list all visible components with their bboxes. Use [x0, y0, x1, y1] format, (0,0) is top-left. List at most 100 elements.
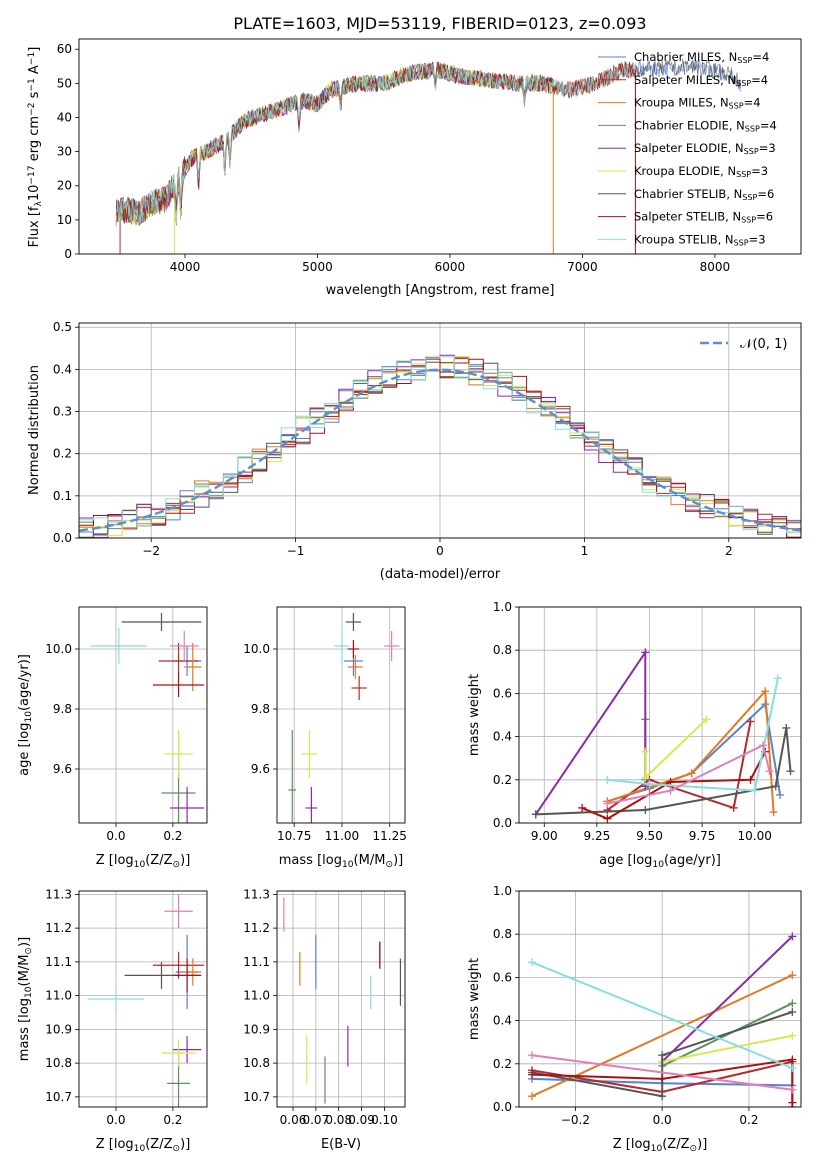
plot-area — [79, 354, 801, 538]
gaussian-curve — [79, 368, 801, 532]
weight-marker — [729, 803, 738, 812]
plot-area — [90, 613, 205, 823]
y-tick-label: 11.1 — [243, 955, 270, 969]
x-tick-label: 9.50 — [636, 829, 663, 843]
weight-marker — [641, 648, 650, 657]
weight-marker — [578, 803, 587, 812]
legend-label: Chabrier STELIB, NSSP=6 — [634, 187, 774, 202]
x-axis-label: Z [log10(Z/Z⊙)] — [613, 1137, 708, 1154]
x-axis-label: E(B-V) — [321, 1137, 361, 1152]
y-tick-label: 10.7 — [243, 1090, 270, 1104]
y-tick-label: 1.0 — [493, 884, 512, 898]
weight-marker — [771, 782, 780, 791]
weight-marker — [687, 769, 696, 778]
y-tick-label: 0.3 — [53, 405, 72, 419]
x-tick-label: 0.0 — [653, 1113, 672, 1127]
axes-age_vs_mass: 10.75 11.00 11.25 9.6 9.8 10.0 mass [log10(M/M… — [243, 606, 407, 870]
weight-series-line — [607, 743, 771, 805]
x-tick-label: 0.10 — [371, 1113, 398, 1127]
x-axis-label: age [log10(age/yr)] — [599, 853, 721, 870]
y-tick-label: 10 — [57, 213, 72, 227]
weight-marker — [786, 767, 795, 776]
legend-label: Kroupa MILES, NSSP=4 — [634, 96, 761, 111]
weight-marker — [788, 971, 797, 980]
legend-label: Kroupa STELIB, NSSP=3 — [634, 232, 766, 247]
legend-label: Chabrier MILES, NSSP=4 — [634, 50, 769, 65]
axes-frame — [78, 606, 208, 824]
x-tick-label: −0.2 — [561, 1113, 590, 1127]
x-tick-label: 9.75 — [689, 829, 716, 843]
y-tick-label: 11.3 — [45, 887, 72, 901]
axes-mass_vs_EBV: 0.060.070.080.090.10 10.7 10.8 10.9 11.0 11.1… — [243, 887, 406, 1152]
x-tick-label: 0.0 — [106, 829, 125, 843]
x-tick-label: 11.25 — [373, 829, 407, 843]
y-tick-label: 11.3 — [243, 887, 270, 901]
legend-label: Salpeter STELIB, NSSP=6 — [634, 210, 773, 225]
y-tick-label: 0.2 — [493, 1057, 512, 1071]
weight-marker — [746, 775, 755, 784]
x-tick-label: 2 — [725, 544, 733, 558]
x-tick-label: 5000 — [302, 260, 333, 274]
weight-marker — [761, 687, 770, 696]
x-tick-label: 10.00 — [738, 829, 772, 843]
weight-marker — [528, 958, 537, 967]
axes-frame — [276, 890, 406, 1108]
plot-area — [531, 648, 795, 823]
y-tick-label: 30 — [57, 145, 72, 159]
y-tick-label: 9.6 — [53, 762, 72, 776]
y-tick-label: 0.4 — [53, 362, 72, 376]
weight-marker — [788, 999, 797, 1008]
y-tick-label: 0.0 — [493, 816, 512, 830]
y-tick-label: 0.6 — [493, 970, 512, 984]
x-tick-label: −1 — [287, 544, 305, 558]
weight-marker — [788, 1085, 797, 1094]
y-tick-label: 20 — [57, 179, 72, 193]
legend-label: Salpeter ELODIE, NSSP=3 — [634, 141, 776, 156]
x-tick-label: 0.2 — [739, 1113, 758, 1127]
y-tick-label: 1.0 — [493, 600, 512, 614]
axes-mass_vs_Z: 0.0 0.2 10.7 10.8 10.9 11.0 11.1 11.2 11.3 Z [log… — [17, 887, 208, 1154]
x-tick-label: −2 — [142, 544, 160, 558]
legend-label: Salpeter MILES, NSSP=4 — [634, 73, 768, 88]
spectrum-series — [115, 62, 636, 227]
axes-frame — [78, 38, 802, 255]
spectrum-legend: Chabrier MILES, NSSP=4 Salpeter MILES, NS… — [598, 50, 777, 248]
y-tick-label: 9.8 — [251, 702, 270, 716]
weight-marker — [788, 1007, 797, 1016]
x-tick-label: 4000 — [170, 260, 201, 274]
y-axis-label: age [log10(age/yr)] — [17, 654, 34, 776]
weight-marker — [641, 747, 650, 756]
weight-marker — [641, 773, 650, 782]
x-tick-label: 9.25 — [584, 829, 611, 843]
x-tick-label: 0 — [436, 544, 444, 558]
weight-marker — [782, 723, 791, 732]
y-axis-label: Flux [fλ10−17 erg cm−2 s−1 A−1] — [27, 47, 44, 248]
y-tick-label: 0.4 — [493, 1014, 512, 1028]
y-tick-label: 0.8 — [493, 927, 512, 941]
x-axis-label: (data-model)/error — [380, 567, 501, 582]
y-tick-label: 10.8 — [243, 1056, 270, 1070]
axes-weight_vs_Z: −0.2 0.0 0.2 0.0 0.2 0.4 0.6 0.8 1.0 mass weight Z… — [467, 884, 802, 1154]
y-tick-label: 9.6 — [251, 762, 270, 776]
x-axis-label: mass [log10(M/M⊙)] — [279, 853, 403, 870]
y-tick-label: 11.1 — [45, 955, 72, 969]
weight-marker — [603, 799, 612, 808]
y-tick-label: 40 — [57, 110, 72, 124]
axes-frame — [518, 890, 802, 1108]
y-tick-label: 0.5 — [53, 320, 72, 334]
y-tick-label: 10.9 — [45, 1022, 72, 1036]
legend-label: Kroupa ELODIE, NSSP=3 — [634, 164, 768, 179]
y-tick-label: 0.4 — [493, 730, 512, 744]
weight-marker — [641, 806, 650, 815]
y-tick-label: 11.0 — [243, 989, 270, 1003]
y-tick-label: 9.8 — [53, 702, 72, 716]
x-tick-label: 0.08 — [325, 1113, 352, 1127]
legend-label: Chabrier ELODIE, NSSP=4 — [634, 118, 777, 133]
axes-frame — [276, 606, 406, 824]
y-axis-label: mass weight — [467, 674, 482, 756]
weight-series-line — [662, 1034, 793, 1063]
weight-marker — [702, 715, 711, 724]
y-tick-label: 0.0 — [493, 1100, 512, 1114]
weight-series-line — [607, 678, 779, 792]
